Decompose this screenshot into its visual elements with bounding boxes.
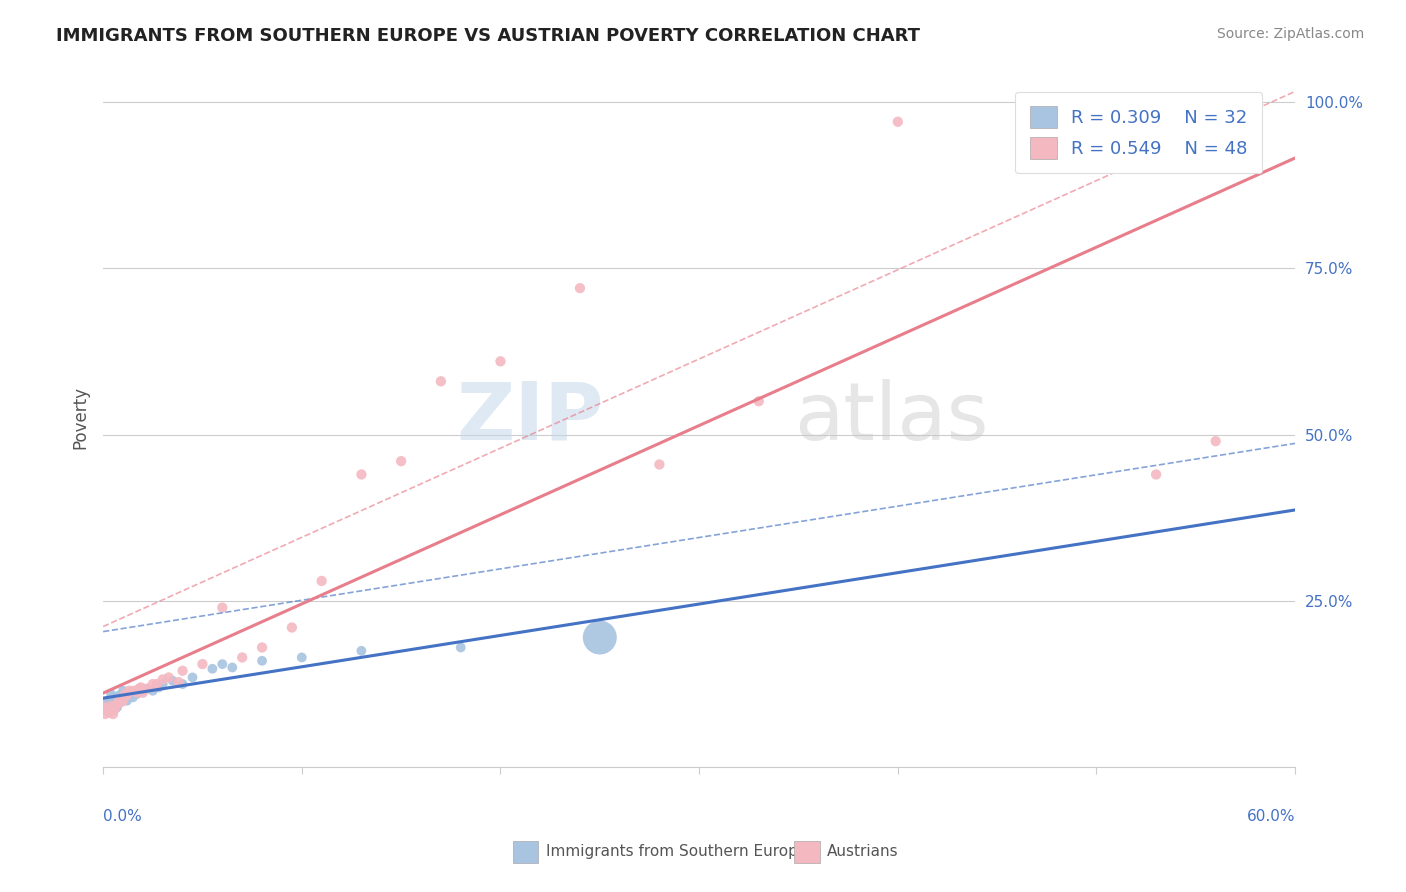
Text: 60.0%: 60.0% <box>1247 809 1295 824</box>
Point <box>489 354 512 368</box>
Point <box>350 644 373 658</box>
Point <box>96 704 118 718</box>
Point <box>135 681 157 696</box>
Point <box>148 681 170 695</box>
Point <box>568 281 591 295</box>
Point <box>887 115 910 129</box>
Text: Immigrants from Southern Europe: Immigrants from Southern Europe <box>546 845 807 859</box>
Point <box>1144 467 1167 482</box>
Point <box>100 699 122 714</box>
Point <box>104 694 127 708</box>
Point <box>201 662 224 676</box>
Point <box>250 640 273 655</box>
Point <box>100 687 122 701</box>
Point <box>101 690 124 705</box>
Point <box>108 689 131 703</box>
Point <box>110 692 132 706</box>
Point <box>157 670 180 684</box>
Text: Austrians: Austrians <box>827 845 898 859</box>
Point <box>430 374 453 388</box>
Point <box>111 690 134 705</box>
Point <box>105 697 128 711</box>
Point <box>450 640 472 655</box>
Point <box>129 681 152 695</box>
Point <box>748 394 770 409</box>
Point <box>101 704 124 718</box>
Point <box>648 458 671 472</box>
Text: Source: ZipAtlas.com: Source: ZipAtlas.com <box>1216 27 1364 41</box>
Point <box>104 699 127 714</box>
Point <box>135 681 157 696</box>
Point <box>162 673 184 688</box>
Text: atlas: atlas <box>794 379 988 457</box>
Point <box>100 702 122 716</box>
Point <box>211 657 233 672</box>
Point <box>108 694 131 708</box>
Point <box>231 650 253 665</box>
Point <box>94 700 117 714</box>
Point <box>105 700 128 714</box>
Point <box>167 675 190 690</box>
Point <box>128 681 150 696</box>
Point <box>118 689 141 703</box>
Point <box>142 683 165 698</box>
Point <box>104 702 127 716</box>
Point <box>142 677 165 691</box>
Point <box>111 694 134 708</box>
Point <box>96 700 118 714</box>
Point <box>172 677 194 691</box>
Point <box>122 683 145 698</box>
Point <box>101 706 124 721</box>
Point <box>350 467 373 482</box>
Point <box>281 620 304 634</box>
Text: 0.0%: 0.0% <box>103 809 142 824</box>
Point <box>115 689 138 703</box>
Point <box>291 650 314 665</box>
Point <box>114 687 136 701</box>
Point <box>98 704 121 718</box>
Point <box>94 697 117 711</box>
Point <box>191 657 214 672</box>
Point <box>101 697 124 711</box>
Point <box>132 683 155 698</box>
Point <box>105 697 128 711</box>
Point <box>122 690 145 705</box>
Legend: R = 0.309    N = 32, R = 0.549    N = 48: R = 0.309 N = 32, R = 0.549 N = 48 <box>1015 92 1263 174</box>
Point <box>132 686 155 700</box>
Y-axis label: Poverty: Poverty <box>72 386 89 450</box>
Point <box>146 677 169 691</box>
Point <box>181 670 204 684</box>
Point <box>94 706 117 721</box>
Point <box>311 574 333 588</box>
Point <box>110 695 132 709</box>
Point <box>98 706 121 720</box>
Point <box>250 654 273 668</box>
Point <box>152 673 174 687</box>
Point <box>125 686 148 700</box>
Point <box>118 683 141 698</box>
Point <box>115 694 138 708</box>
Text: IMMIGRANTS FROM SOUTHERN EUROPE VS AUSTRIAN POVERTY CORRELATION CHART: IMMIGRANTS FROM SOUTHERN EUROPE VS AUSTR… <box>56 27 921 45</box>
Point <box>1046 108 1069 122</box>
Text: ZIP: ZIP <box>457 379 603 457</box>
Point <box>1205 434 1227 449</box>
Point <box>589 631 612 645</box>
Point <box>152 677 174 691</box>
Point <box>111 683 134 698</box>
Point <box>221 660 243 674</box>
Point <box>389 454 412 468</box>
Point <box>172 664 194 678</box>
Point <box>98 694 121 708</box>
Point <box>125 687 148 701</box>
Point <box>211 600 233 615</box>
